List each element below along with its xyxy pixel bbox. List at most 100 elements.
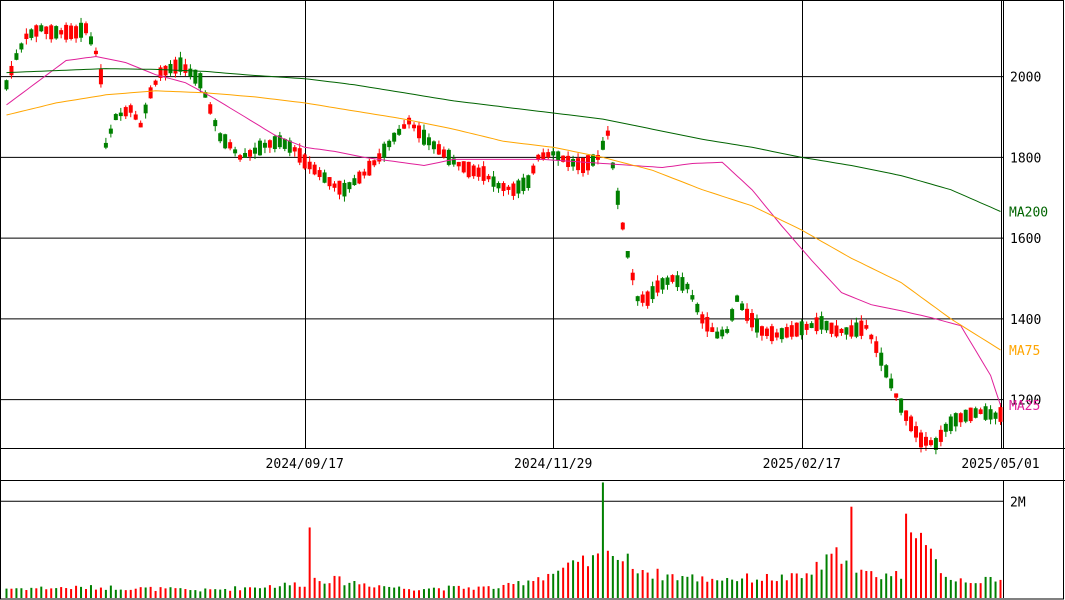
volume-bar [55,588,58,598]
candle-body [824,320,829,331]
volume-bar [169,587,172,598]
candle-body [382,143,387,158]
candle-body [889,378,894,389]
candle-body [874,341,879,353]
candle-body [799,321,804,336]
volume-bar [462,588,465,598]
volume-bar [845,560,848,598]
volume-bar [99,587,102,598]
candle-body [74,26,79,39]
volume-bar [661,580,664,598]
candle-body [426,137,431,146]
volume-bar [731,579,734,598]
candle-body [759,326,764,336]
volume-bar [134,588,137,598]
volume-bar [298,586,301,598]
volume-bar [70,589,73,598]
candle-body [506,186,511,190]
volume-bar [552,573,555,598]
candle-body [710,327,715,332]
candle-body [402,124,407,129]
volume-bar [80,586,83,598]
ma-line-ma200 [6,68,1001,212]
volume-bar [10,588,13,598]
volume-bar [870,571,873,598]
candle-body [968,407,973,422]
candle-body [412,124,417,129]
candle-body [983,406,988,420]
volume-bar [507,582,510,598]
volume-bar [924,545,927,598]
candle-body [297,148,302,163]
volume-bar [746,573,749,598]
volume-bar [666,574,669,598]
ma-label-ma25: MA25 [1009,399,1040,414]
volume-bar [214,589,217,598]
volume-bar [129,589,132,598]
candle-body [685,283,690,290]
volume-bar [780,574,783,598]
candle-body [223,134,228,149]
candle-body [362,171,367,176]
candle-body [84,23,89,34]
volume-tick-label: 2M [1010,495,1026,510]
candle-body [272,136,277,150]
candle-body [655,280,660,293]
volume-bar [149,586,152,598]
volume-bar [636,573,639,598]
candle-body [337,180,342,195]
candle-body [705,316,710,332]
volume-bar [408,589,411,598]
volume-bar [711,578,714,598]
volume-bar [85,589,88,598]
volume-bar [601,482,604,598]
volume-bar [20,588,23,598]
volume-bar [547,573,550,598]
volume-bar [363,583,366,598]
volume-bar [119,589,122,598]
price-tick-label: 1400 [1010,313,1041,328]
candle-body [879,352,884,366]
volume-bar [229,590,232,598]
volume-bar [393,587,396,598]
candle-body [769,326,774,342]
volume-bar [726,577,729,598]
candle-body [918,432,923,448]
volume-bar [199,591,202,598]
candle-body [387,140,392,148]
volume-bar [954,581,957,598]
volume-bar [631,568,634,598]
volume-bar [532,581,535,598]
volume-bar [825,554,828,598]
candle-body [88,36,93,45]
candle-body [277,135,282,148]
candle-body [128,105,133,113]
volume-bar [159,587,162,598]
candle-body [750,313,755,328]
volume-bar [35,588,38,598]
volume-bar [905,513,908,598]
volume-bar [949,579,952,598]
candle-body [779,328,784,340]
volume-bar [427,588,430,598]
candle-body [620,222,625,230]
volume-bar [109,585,112,598]
candle-body [884,365,889,378]
candle-body [133,114,138,120]
candle-body [123,107,128,117]
volume-bar [204,588,207,598]
candle-body [869,334,874,340]
candle-body [158,67,163,78]
volume-bar [979,583,982,598]
volume-bar [15,588,18,598]
candle-body [208,104,213,114]
volume-bar [984,576,987,598]
candle-body [571,159,576,167]
candle-body [864,325,869,329]
candle-body [282,138,287,149]
volume-bar [50,588,53,598]
candle-body [829,322,834,334]
volume-bars [5,482,1002,598]
candle-body [69,25,74,39]
